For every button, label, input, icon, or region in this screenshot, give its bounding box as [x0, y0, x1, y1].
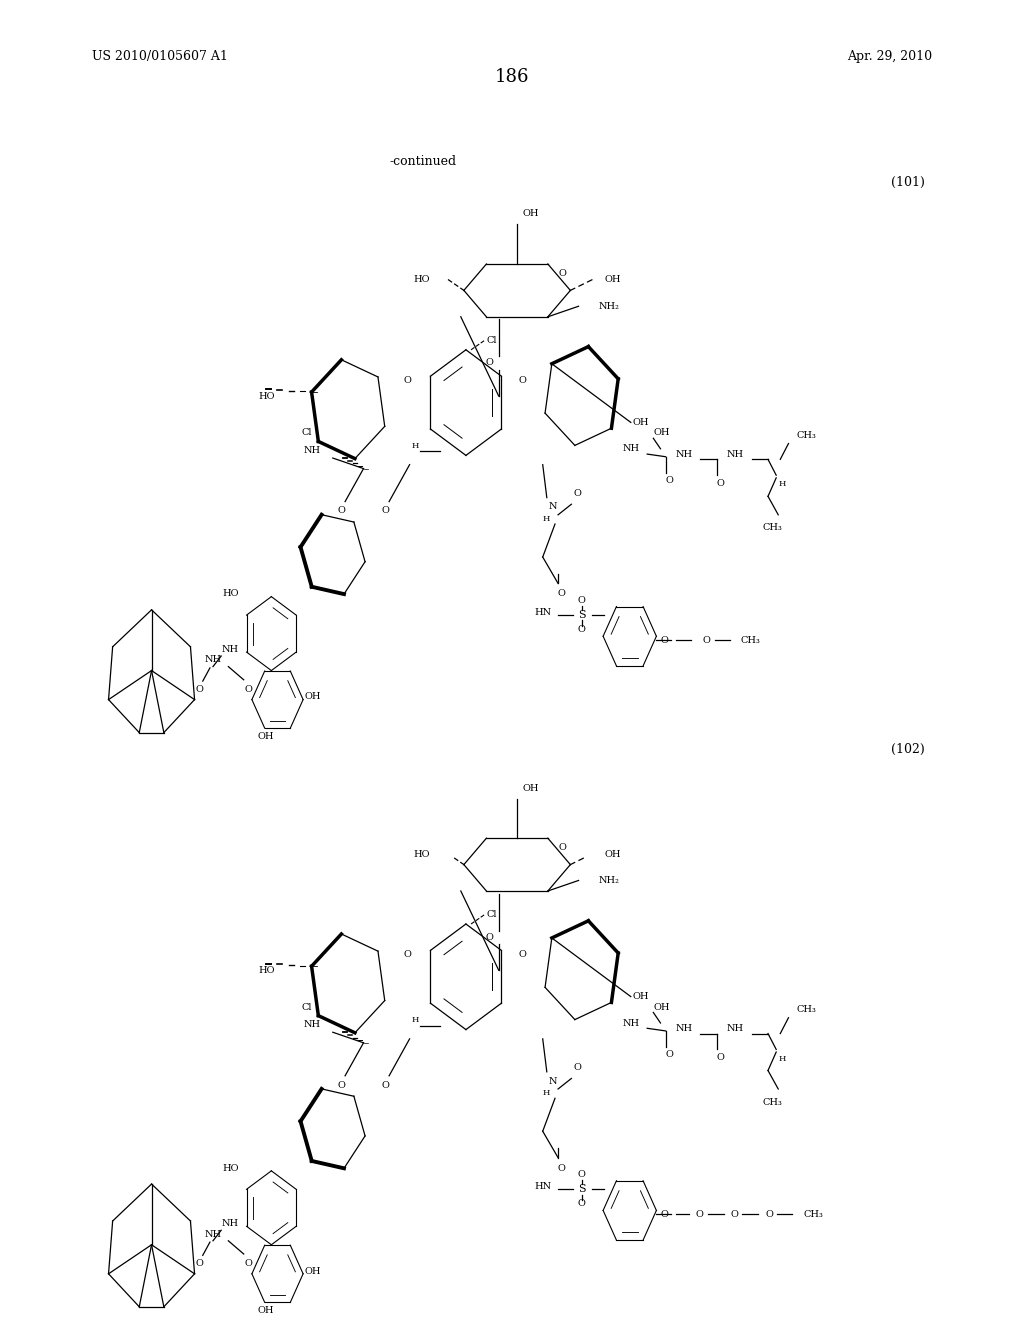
Text: O: O	[666, 1051, 674, 1059]
Text: O: O	[245, 685, 253, 693]
Text: NH: NH	[727, 1024, 743, 1032]
Text: NH: NH	[623, 445, 639, 453]
Text: NH: NH	[205, 1230, 221, 1238]
Text: Apr. 29, 2010: Apr. 29, 2010	[847, 50, 932, 63]
Text: O: O	[485, 933, 494, 941]
Text: NH₂: NH₂	[599, 876, 620, 884]
Text: O: O	[660, 1210, 669, 1218]
Text: HO: HO	[414, 276, 430, 284]
Text: OH: OH	[604, 276, 621, 284]
Text: HN: HN	[535, 609, 551, 616]
Text: CH₃: CH₃	[797, 432, 816, 440]
Text: O: O	[196, 685, 204, 693]
Text: O: O	[578, 1171, 586, 1179]
Text: CH₃: CH₃	[797, 1006, 816, 1014]
Text: O: O	[337, 1081, 345, 1089]
Text: O: O	[337, 507, 345, 515]
Text: HN: HN	[535, 1183, 551, 1191]
Text: US 2010/0105607 A1: US 2010/0105607 A1	[92, 50, 228, 63]
Text: CH₃: CH₃	[762, 524, 782, 532]
Text: HO: HO	[222, 1164, 239, 1172]
Text: OH: OH	[258, 1307, 274, 1315]
Text: O: O	[666, 477, 674, 484]
Text: OH: OH	[304, 693, 321, 701]
Text: O: O	[403, 950, 412, 958]
Text: O: O	[695, 1210, 703, 1218]
Text: O: O	[558, 269, 566, 277]
Text: NH: NH	[727, 450, 743, 458]
Text: OH: OH	[604, 850, 621, 858]
Text: CH₃: CH₃	[740, 636, 760, 644]
Text: O: O	[557, 1164, 565, 1172]
Text: Cl: Cl	[302, 1003, 312, 1011]
Text: H: H	[411, 1016, 419, 1024]
Text: S: S	[578, 1184, 586, 1195]
Text: Cl: Cl	[302, 429, 312, 437]
Text: O: O	[578, 626, 586, 634]
Text: S: S	[578, 610, 586, 620]
Text: NH: NH	[676, 1024, 692, 1032]
Text: O: O	[578, 597, 586, 605]
Text: NH₂: NH₂	[599, 302, 620, 310]
Text: N: N	[549, 1077, 557, 1085]
Text: Cl: Cl	[486, 911, 497, 919]
Text: NH: NH	[623, 1019, 639, 1027]
Text: O: O	[730, 1210, 738, 1218]
Text: H: H	[778, 1055, 786, 1063]
Text: (102): (102)	[891, 743, 925, 756]
Text: OH: OH	[633, 993, 649, 1001]
Text: O: O	[518, 950, 526, 958]
Text: O: O	[702, 636, 711, 644]
Text: NH: NH	[222, 645, 239, 653]
Text: H: H	[542, 515, 550, 523]
Text: 186: 186	[495, 67, 529, 86]
Text: O: O	[573, 1064, 582, 1072]
Text: CH₃: CH₃	[762, 1098, 782, 1106]
Text: O: O	[578, 1200, 586, 1208]
Text: NH: NH	[205, 656, 221, 664]
Text: OH: OH	[653, 429, 670, 437]
Text: -continued: -continued	[389, 154, 457, 168]
Text: N: N	[549, 503, 557, 511]
Text: HO: HO	[258, 392, 274, 400]
Text: H: H	[542, 1089, 550, 1097]
Text: O: O	[558, 843, 566, 851]
Text: CH₃: CH₃	[804, 1210, 823, 1218]
Text: OH: OH	[653, 1003, 670, 1011]
Text: (101): (101)	[891, 176, 925, 189]
Text: O: O	[717, 1053, 725, 1061]
Text: O: O	[245, 1259, 253, 1267]
Text: HO: HO	[258, 966, 274, 974]
Text: O: O	[381, 1081, 389, 1089]
Text: OH: OH	[258, 733, 274, 741]
Text: O: O	[518, 376, 526, 384]
Text: H: H	[411, 442, 419, 450]
Text: OH: OH	[522, 210, 539, 218]
Text: HO: HO	[222, 590, 239, 598]
Text: NH: NH	[303, 446, 321, 454]
Text: O: O	[660, 636, 669, 644]
Text: NH: NH	[303, 1020, 321, 1028]
Text: H: H	[778, 480, 786, 488]
Text: OH: OH	[633, 418, 649, 426]
Text: O: O	[196, 1259, 204, 1267]
Text: OH: OH	[522, 784, 539, 792]
Text: O: O	[765, 1210, 773, 1218]
Text: O: O	[485, 359, 494, 367]
Text: O: O	[717, 479, 725, 487]
Text: O: O	[381, 507, 389, 515]
Text: Cl: Cl	[486, 337, 497, 345]
Text: O: O	[573, 490, 582, 498]
Text: NH: NH	[676, 450, 692, 458]
Text: O: O	[557, 590, 565, 598]
Text: HO: HO	[414, 850, 430, 858]
Text: OH: OH	[304, 1267, 321, 1275]
Text: O: O	[403, 376, 412, 384]
Text: NH: NH	[222, 1220, 239, 1228]
